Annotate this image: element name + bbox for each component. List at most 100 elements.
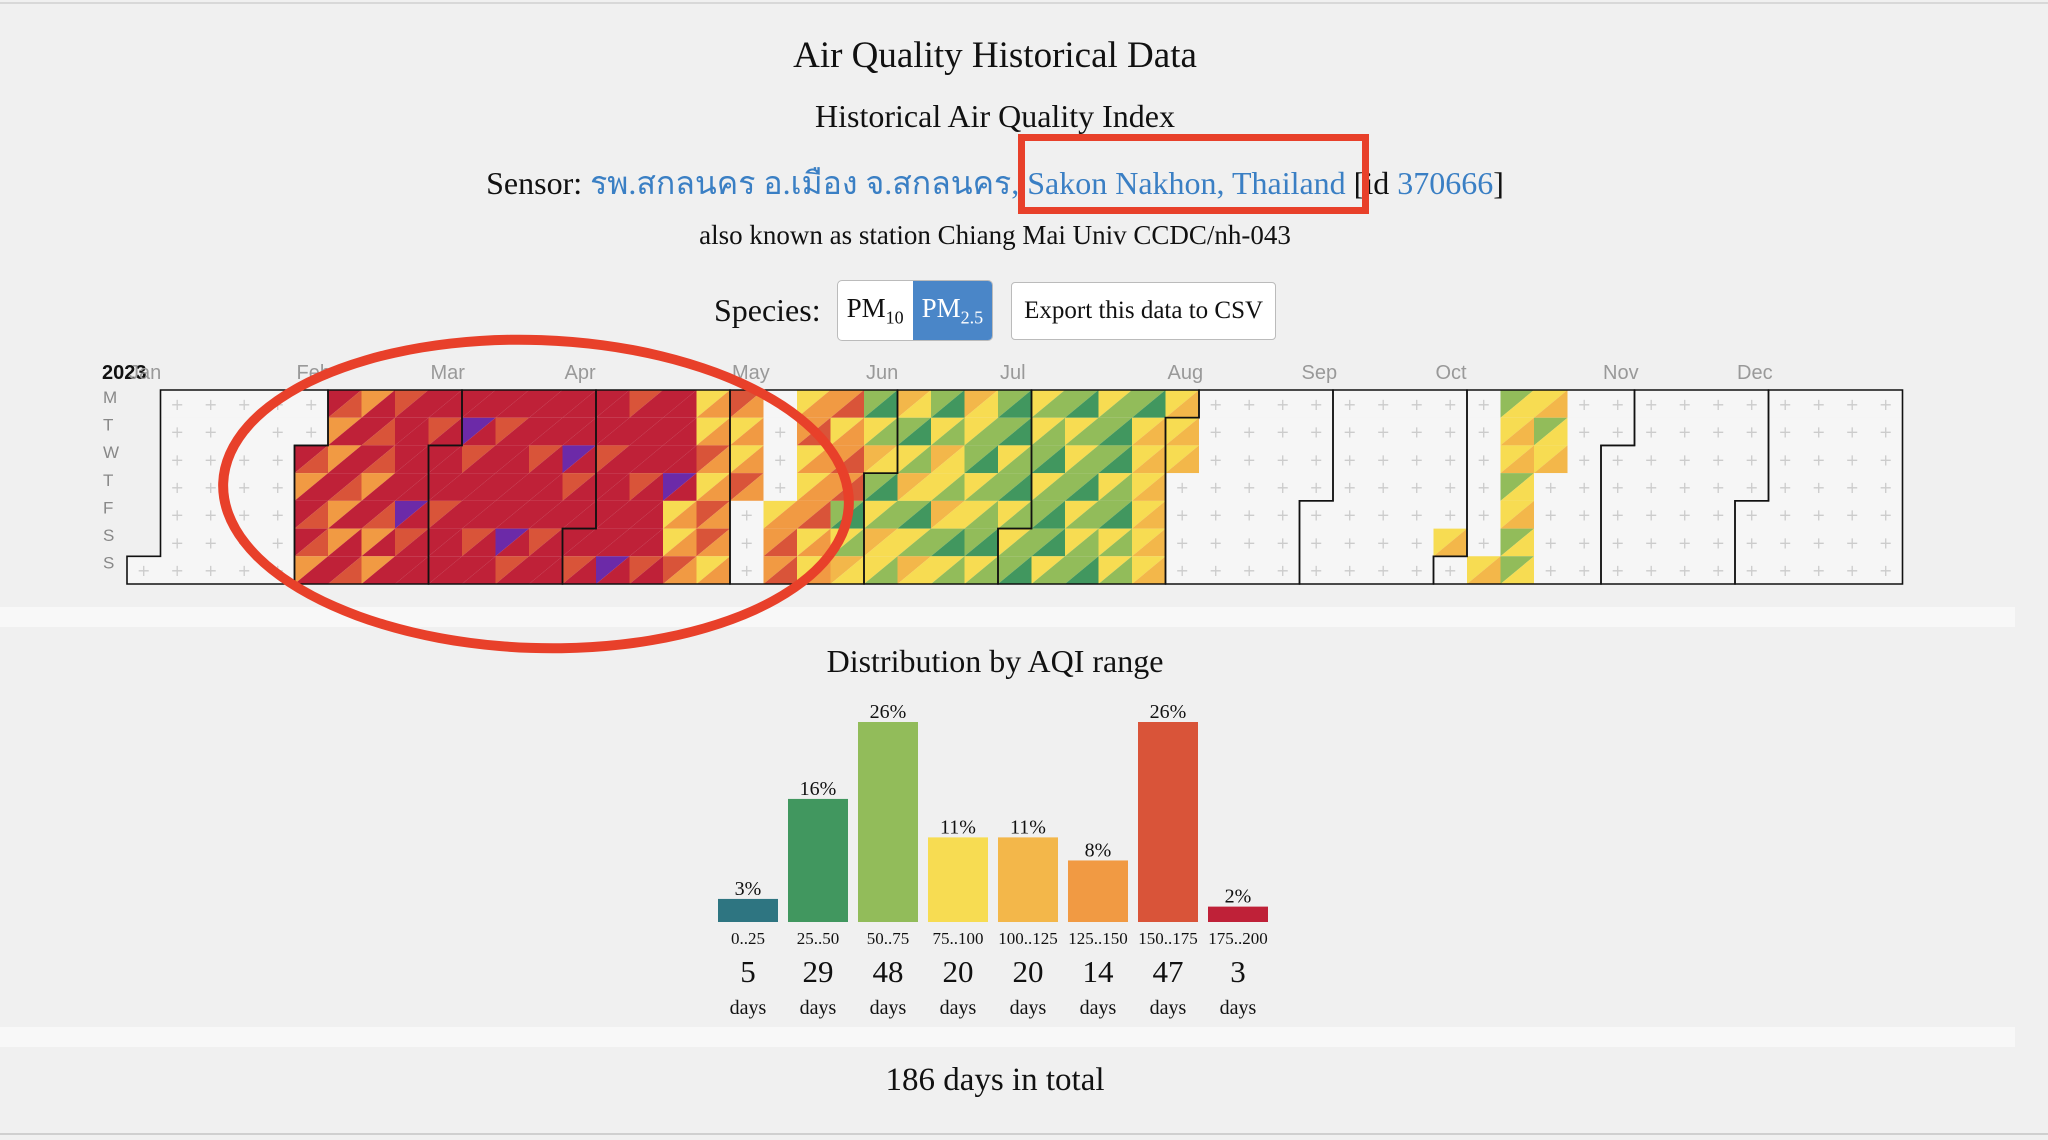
calendar-empty-mark: +: [1209, 450, 1222, 469]
weekday-label: M: [103, 388, 117, 407]
bar-range-label: 50..75: [867, 929, 910, 948]
sensor-name-link[interactable]: รพ.สกลนคร อ.เมือง จ.สกลนคร,: [590, 165, 1027, 201]
calendar-empty-mark: +: [171, 533, 184, 552]
calendar-empty-mark: +: [204, 561, 217, 580]
calendar-empty-mark: +: [1209, 478, 1222, 497]
sensor-id-link[interactable]: 370666: [1397, 165, 1493, 201]
calendar-empty-mark: +: [1243, 395, 1256, 414]
bar-days-count: 20: [943, 954, 974, 989]
species-controls: Species: PM10 PM2.5 Export this data to CSV: [0, 280, 1990, 344]
calendar-empty-mark: +: [1377, 478, 1390, 497]
bar-days-label: days: [1150, 997, 1187, 1019]
calendar-empty-mark: +: [238, 561, 251, 580]
calendar-empty-mark: +: [1578, 423, 1591, 442]
sensor-line: Sensor: รพ.สกลนคร อ.เมือง จ.สกลนคร, Sako…: [0, 158, 1990, 209]
calendar-empty-mark: +: [1846, 561, 1859, 580]
calendar-empty-mark: +: [1578, 533, 1591, 552]
pm10-button[interactable]: PM10: [838, 281, 913, 340]
bar-percent-label: 3%: [735, 878, 762, 900]
calendar-empty-mark: +: [1310, 561, 1323, 580]
calendar-empty-mark: +: [1779, 395, 1792, 414]
weekday-label: F: [103, 498, 113, 517]
export-csv-button[interactable]: Export this data to CSV: [1011, 282, 1276, 340]
calendar-empty-mark: +: [171, 506, 184, 525]
calendar-empty-mark: +: [1544, 506, 1557, 525]
calendar-empty-mark: +: [1578, 478, 1591, 497]
calendar-empty-mark: +: [1176, 478, 1189, 497]
pm25-button[interactable]: PM2.5: [913, 281, 993, 340]
calendar-empty-mark: +: [1276, 561, 1289, 580]
station-alias: also known as station Chiang Mai Univ CC…: [0, 220, 1990, 251]
calendar-empty-mark: +: [1209, 395, 1222, 414]
calendar-empty-mark: +: [1310, 533, 1323, 552]
highlight-rectangle: [1018, 134, 1369, 214]
month-label: Jul: [1000, 362, 1026, 384]
bar-days-count: 47: [1153, 954, 1184, 989]
distribution-bar[interactable]: [718, 899, 778, 922]
distribution-bar[interactable]: [998, 837, 1058, 922]
bar-range-label: 25..50: [797, 929, 840, 948]
bar-days-count: 20: [1013, 954, 1044, 989]
calendar-empty-mark: +: [1645, 506, 1658, 525]
calendar-empty-mark: +: [204, 478, 217, 497]
calendar-empty-mark: +: [1444, 478, 1457, 497]
calendar-empty-mark: +: [1879, 561, 1892, 580]
calendar-empty-mark: +: [1645, 395, 1658, 414]
calendar-empty-mark: +: [1611, 561, 1624, 580]
distribution-bar[interactable]: [1068, 860, 1128, 922]
distribution-bar[interactable]: [788, 799, 848, 922]
bar-percent-label: 26%: [1150, 701, 1187, 723]
distribution-bar[interactable]: [1208, 907, 1268, 922]
distribution-bar[interactable]: [858, 722, 918, 922]
calendar-empty-mark: +: [1745, 450, 1758, 469]
bar-range-label: 75..100: [933, 929, 984, 948]
month-label: Jun: [866, 362, 898, 384]
bar-percent-label: 8%: [1085, 839, 1112, 861]
calendar-empty-mark: +: [1678, 450, 1691, 469]
calendar-empty-mark: +: [1846, 506, 1859, 525]
calendar-empty-mark: +: [1243, 478, 1256, 497]
sensor-id-suffix: ]: [1493, 165, 1504, 201]
calendar-empty-mark: +: [1410, 506, 1423, 525]
calendar-empty-mark: +: [137, 561, 150, 580]
calendar-empty-mark: +: [1645, 450, 1658, 469]
calendar-empty-mark: +: [1678, 533, 1691, 552]
bar-days-count: 48: [873, 954, 904, 989]
calendar-empty-mark: +: [1712, 478, 1725, 497]
calendar-empty-mark: +: [1477, 533, 1490, 552]
distribution-bar[interactable]: [1138, 722, 1198, 922]
calendar-empty-mark: +: [1812, 533, 1825, 552]
calendar-empty-mark: +: [204, 395, 217, 414]
calendar-empty-mark: +: [1846, 423, 1859, 442]
top-border: [0, 2, 2048, 4]
bar-range-label: 0..25: [731, 929, 765, 948]
calendar-empty-mark: +: [1812, 423, 1825, 442]
calendar-empty-mark: +: [171, 478, 184, 497]
total-days: 186 days in total: [0, 1062, 1990, 1099]
calendar-empty-mark: +: [1611, 395, 1624, 414]
calendar-empty-mark: +: [1243, 450, 1256, 469]
calendar-empty-mark: +: [1276, 506, 1289, 525]
calendar-empty-mark: +: [1444, 450, 1457, 469]
calendar-empty-mark: +: [1544, 478, 1557, 497]
calendar-empty-mark: +: [1176, 561, 1189, 580]
calendar-empty-mark: +: [1645, 561, 1658, 580]
calendar-empty-mark: +: [1444, 423, 1457, 442]
calendar-empty-mark: +: [1209, 506, 1222, 525]
calendar-empty-mark: +: [1678, 561, 1691, 580]
pm10-sub: 10: [886, 307, 904, 327]
distribution-chart: 3%0..255days16%25..5029days26%50..7548da…: [700, 690, 1300, 1030]
calendar-empty-mark: +: [1879, 478, 1892, 497]
calendar-empty-mark: +: [1410, 450, 1423, 469]
calendar-empty-mark: +: [1310, 395, 1323, 414]
calendar-empty-mark: +: [1578, 561, 1591, 580]
calendar-empty-mark: +: [1276, 478, 1289, 497]
calendar-empty-mark: +: [1779, 533, 1792, 552]
calendar-empty-mark: +: [1745, 561, 1758, 580]
calendar-empty-mark: +: [1611, 478, 1624, 497]
distribution-bar[interactable]: [928, 837, 988, 922]
calendar-empty-mark: +: [1678, 478, 1691, 497]
calendar-empty-mark: +: [1243, 423, 1256, 442]
calendar-empty-mark: +: [1879, 423, 1892, 442]
calendar-empty-mark: +: [1310, 423, 1323, 442]
